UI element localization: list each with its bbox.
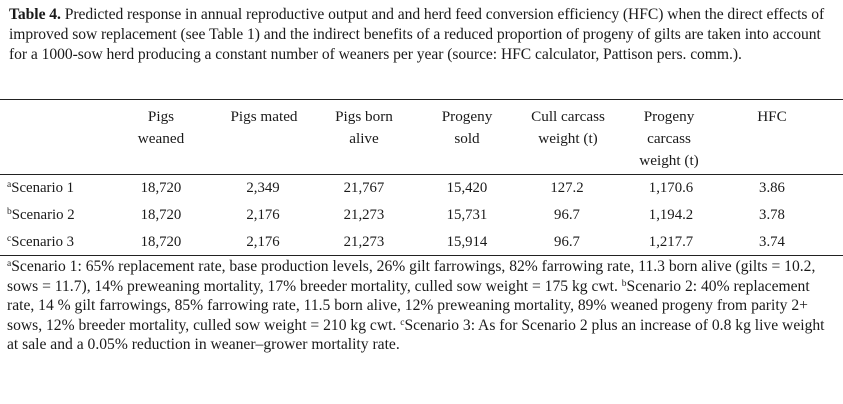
- table-cell: 21,767: [343, 180, 385, 196]
- table-caption: Table 4. Predicted response in annual re…: [9, 5, 835, 65]
- table-cell: 15,914: [446, 234, 488, 250]
- header-cull-line1: Cull carcass: [531, 108, 605, 125]
- header-progeny-carcass-line3: weight (t): [639, 152, 699, 169]
- header-progeny-carcass-line2: carcass: [647, 130, 691, 147]
- row-label-scenario-3: cScenario 3: [7, 231, 127, 253]
- table-bottom-rule: [0, 255, 843, 256]
- row-label-text: Scenario 2: [11, 207, 75, 223]
- table-cell: 96.7: [554, 207, 580, 223]
- header-pigs-weaned-line1: Pigs: [147, 108, 175, 125]
- header-progeny-sold-line2: sold: [454, 130, 480, 147]
- header-pigs-born-alive: Pigs born alive: [324, 106, 404, 150]
- table-cell: 18,720: [140, 207, 182, 223]
- table-cell: 18,720: [140, 234, 182, 250]
- table-cell: 2,176: [246, 207, 280, 223]
- table-top-rule: [0, 99, 843, 100]
- table-cell: 21,273: [343, 207, 385, 223]
- table-cell: 15,731: [446, 207, 488, 223]
- header-hfc: HFC: [744, 106, 800, 128]
- header-progeny-sold-line1: Progeny: [441, 108, 493, 125]
- table-cell: 3.74: [759, 234, 785, 250]
- row-sup-a: a: [7, 180, 12, 190]
- header-progeny-sold: Progeny sold: [430, 106, 504, 150]
- header-pigs-born-line2: alive: [349, 130, 379, 147]
- table-cell: 18,720: [140, 180, 182, 196]
- caption-label: Table 4.: [9, 6, 61, 23]
- header-pigs-weaned: Pigs weaned: [130, 106, 192, 150]
- footnote-sup-a: a: [7, 259, 12, 269]
- table-cell: 1,217.7: [648, 234, 694, 250]
- table-cell: 21,273: [343, 234, 385, 250]
- caption-text: Predicted response in annual reproductiv…: [9, 6, 825, 63]
- header-pigs-born-line1: Pigs born: [335, 108, 393, 125]
- row-label-scenario-1: aScenario 1: [7, 177, 127, 199]
- header-hfc-line1: HFC: [757, 108, 787, 125]
- table-cell: 2,349: [246, 180, 280, 196]
- header-progeny-carcass-line1: Progeny: [643, 108, 695, 125]
- footnote-sup-b: b: [621, 278, 627, 289]
- row-sup-b: b: [7, 207, 12, 217]
- header-cull-line2: weight (t): [538, 130, 598, 147]
- row-label-scenario-2: bScenario 2: [7, 204, 127, 226]
- table-cell: 3.86: [759, 180, 785, 196]
- footnote-scenario-3: Scenario 3: As for Scenario 2 plus an in…: [7, 316, 825, 354]
- table-cell: 3.78: [759, 207, 785, 223]
- table-header-rule: [0, 174, 843, 175]
- row-label-text: Scenario 3: [11, 234, 75, 250]
- table-footnote: aScenario 1: 65% replacement rate, base …: [7, 257, 835, 355]
- table-cell: 1,170.6: [648, 180, 694, 196]
- table-cell: 1,194.2: [648, 207, 694, 223]
- header-progeny-carcass-weight: Progeny carcass weight (t): [626, 106, 712, 172]
- table-cell: 127.2: [550, 180, 584, 196]
- table-cell: 96.7: [554, 234, 580, 250]
- header-pigs-mated: Pigs mated: [218, 106, 310, 128]
- footnote-scenario-1: Scenario 1: 65% replacement rate, base p…: [7, 258, 816, 295]
- footnote-sup-c: c: [400, 317, 405, 328]
- header-pigs-weaned-line2: weaned: [137, 130, 185, 147]
- row-sup-c: c: [7, 234, 12, 244]
- header-pigs-mated-line1: Pigs mated: [230, 108, 298, 125]
- footnote-scenario-2: Scenario 2: 40% replacement rate, 14 % g…: [7, 277, 810, 334]
- table-cell: 15,420: [446, 180, 488, 196]
- row-label-text: Scenario 1: [11, 180, 75, 196]
- table-cell: 2,176: [246, 234, 280, 250]
- header-cull-carcass-weight: Cull carcass weight (t): [518, 106, 618, 150]
